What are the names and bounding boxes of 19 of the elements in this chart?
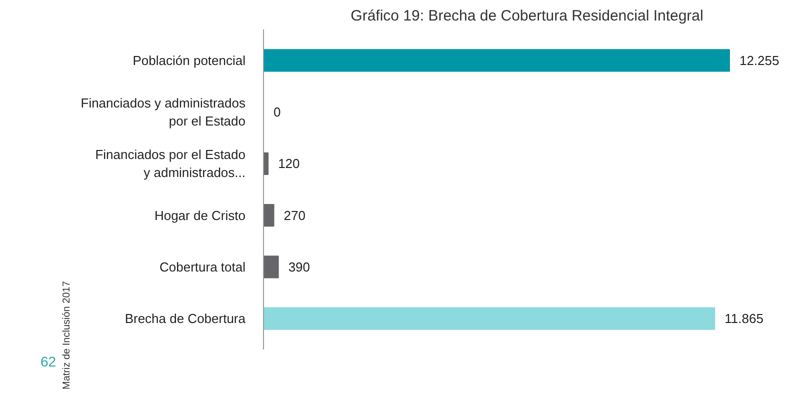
y-tick-label: Financiados por el Estado y administrados... bbox=[95, 147, 246, 180]
text: Matriz de Inclusión 2017 bbox=[62, 280, 72, 390]
data-label: 270 bbox=[284, 208, 306, 223]
text: 62 bbox=[40, 354, 56, 370]
data-label: 0 bbox=[274, 104, 281, 120]
bar bbox=[264, 204, 274, 227]
y-tick-label: Población potencial bbox=[132, 52, 246, 68]
y-tick-label: Hogar de Cristo bbox=[154, 208, 246, 223]
data-label: 11.865 bbox=[724, 311, 764, 326]
data-label: 390 bbox=[288, 259, 310, 274]
bar bbox=[264, 49, 730, 72]
data-label: 120 bbox=[278, 156, 300, 172]
bar bbox=[264, 256, 279, 278]
data-label: 12.255 bbox=[739, 52, 780, 68]
chart-title: Gráfico 19: Brecha de Cobertura Residencial Integral bbox=[350, 8, 704, 24]
y-tick-label: Brecha de Cobertura bbox=[124, 311, 246, 326]
y-tick-label: Financiados y administrados por el Estado bbox=[80, 96, 246, 129]
bar bbox=[264, 307, 716, 330]
y-tick-label: Cobertura total bbox=[160, 259, 246, 274]
